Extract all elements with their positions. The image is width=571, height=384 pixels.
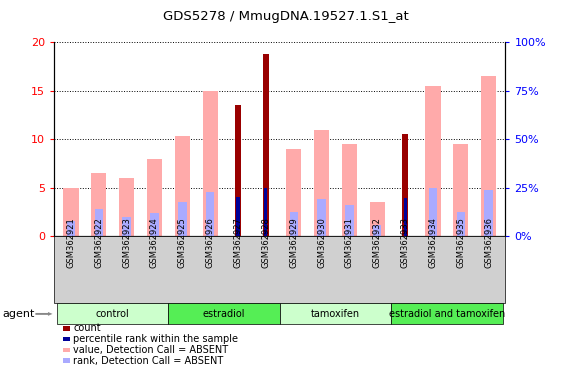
Bar <box>425 86 441 236</box>
Bar <box>342 144 357 236</box>
Text: estradiol: estradiol <box>203 309 246 319</box>
Bar <box>314 129 329 236</box>
Bar <box>264 188 267 236</box>
Text: GSM362932: GSM362932 <box>373 217 382 268</box>
Bar <box>263 54 268 236</box>
Text: GSM362926: GSM362926 <box>206 217 215 268</box>
Text: GSM362930: GSM362930 <box>317 217 326 268</box>
Bar <box>404 199 407 236</box>
Text: GSM362924: GSM362924 <box>150 217 159 268</box>
Text: GSM362936: GSM362936 <box>484 217 493 268</box>
Bar <box>147 159 162 236</box>
Bar <box>235 105 241 236</box>
Text: GSM362923: GSM362923 <box>122 217 131 268</box>
Bar <box>122 217 131 236</box>
Bar <box>206 192 214 236</box>
Bar <box>403 134 408 236</box>
Text: count: count <box>73 323 100 333</box>
Bar <box>67 221 75 236</box>
Bar <box>91 173 106 236</box>
Bar <box>178 202 187 236</box>
Bar <box>203 91 218 236</box>
Text: GSM362921: GSM362921 <box>66 217 75 268</box>
Text: value, Detection Call = ABSENT: value, Detection Call = ABSENT <box>73 345 228 355</box>
Bar <box>481 76 496 236</box>
Bar <box>484 190 493 236</box>
Bar <box>175 136 190 236</box>
Text: control: control <box>96 309 130 319</box>
Bar <box>345 205 353 236</box>
Text: rank, Detection Call = ABSENT: rank, Detection Call = ABSENT <box>73 356 223 366</box>
Bar <box>429 188 437 236</box>
Bar <box>457 212 465 236</box>
Bar <box>369 202 385 236</box>
Text: GSM362927: GSM362927 <box>234 217 243 268</box>
Bar <box>119 178 134 236</box>
Bar <box>317 199 326 236</box>
Text: GSM362928: GSM362928 <box>262 217 270 268</box>
Bar <box>150 213 159 236</box>
Text: tamoxifen: tamoxifen <box>311 309 360 319</box>
Text: GSM362922: GSM362922 <box>94 217 103 268</box>
Bar <box>289 212 298 236</box>
Text: percentile rank within the sample: percentile rank within the sample <box>73 334 238 344</box>
Text: GSM362925: GSM362925 <box>178 217 187 268</box>
Bar <box>95 209 103 236</box>
Bar <box>453 144 468 236</box>
Text: GSM362934: GSM362934 <box>428 217 437 268</box>
Text: GSM362929: GSM362929 <box>289 217 298 268</box>
Text: GDS5278 / MmugDNA.19527.1.S1_at: GDS5278 / MmugDNA.19527.1.S1_at <box>163 10 408 23</box>
Text: agent: agent <box>3 309 35 319</box>
Bar <box>63 188 79 236</box>
Text: GSM362935: GSM362935 <box>456 217 465 268</box>
Bar <box>236 197 240 236</box>
Bar <box>286 149 301 236</box>
Text: GSM362933: GSM362933 <box>401 217 409 268</box>
Text: estradiol and tamoxifen: estradiol and tamoxifen <box>389 309 505 319</box>
Bar <box>373 225 381 236</box>
Text: GSM362931: GSM362931 <box>345 217 354 268</box>
